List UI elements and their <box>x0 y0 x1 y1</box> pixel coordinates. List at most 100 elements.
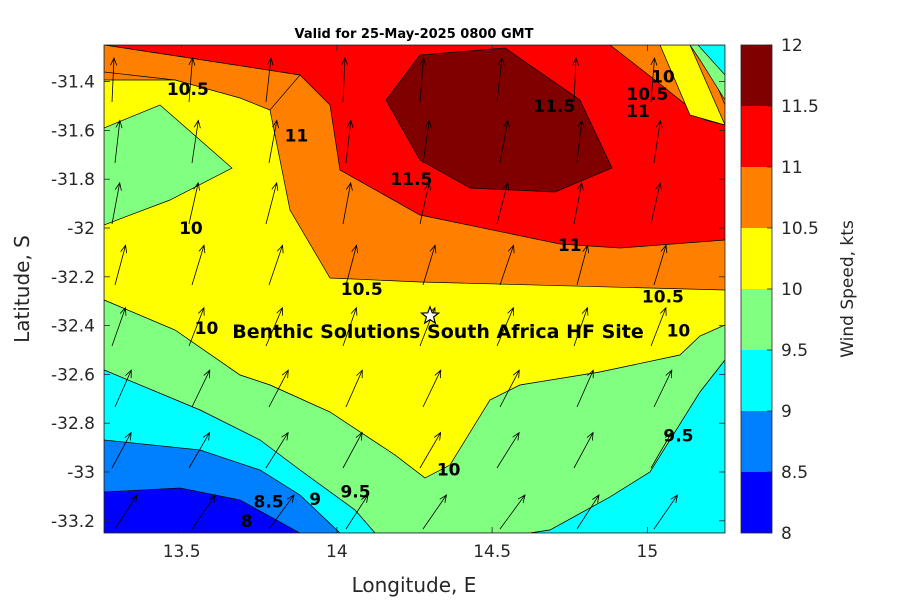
colorbar-tick-label-7: 11.5 <box>781 97 819 117</box>
wind-arrow-1 <box>114 119 123 164</box>
wind-arrow-46 <box>496 431 520 469</box>
x-tick-label-3: 15 <box>637 542 659 562</box>
wind-arrow-60 <box>650 306 667 347</box>
wind-arrow-40 <box>496 56 505 103</box>
wind-arrow-28 <box>342 306 358 347</box>
wind-arrow-10 <box>188 181 201 225</box>
wind-arrow-42 <box>496 181 510 225</box>
wind-arrow-25 <box>345 119 354 164</box>
wind-arrow-24 <box>341 56 349 103</box>
contour-label-14: 10 <box>437 461 461 481</box>
wind-arrow-37 <box>422 369 442 408</box>
wind-arrow-62 <box>650 431 673 469</box>
wind-arrow-8 <box>188 56 196 103</box>
y-tick-label-4: -32.2 <box>51 268 95 288</box>
colorbar-segment-2 <box>741 350 772 411</box>
contour-label-6: 10 <box>651 68 675 88</box>
wind-arrow-19 <box>268 244 284 286</box>
wind-arrow-20 <box>265 306 283 347</box>
colorbar-tick-label-2: 9 <box>781 402 792 422</box>
y-axis: -31.4 -31.6 -31.8 -32 -32.2 -32.4 -32.6 -32.8 -3… <box>51 73 725 532</box>
y-tick-label-9: -33.2 <box>51 512 95 532</box>
wind-arrow-34 <box>419 181 432 225</box>
colorbar-tick-label-6: 11 <box>781 158 803 178</box>
wind-arrow-16 <box>265 56 274 103</box>
wind-arrow-44 <box>496 306 514 347</box>
site-marker-group: Benthic Solutions South Africa HF Site <box>232 305 644 343</box>
wind-arrow-48 <box>572 56 580 103</box>
y-tick-label-8: -33 <box>67 463 95 483</box>
x-tick-label-0: 13.5 <box>163 542 201 562</box>
colorbar-tick-label-1: 8.5 <box>781 463 808 483</box>
y-tick-label-3: -32 <box>67 219 95 239</box>
y-tick-label-7: -32.8 <box>51 414 95 434</box>
wind-arrow-13 <box>191 369 211 408</box>
wind-arrow-57 <box>653 119 663 164</box>
y-axis-label: Latitude, S <box>10 235 34 343</box>
contour-region-9 <box>104 104 233 226</box>
wind-arrow-52 <box>573 306 589 347</box>
wind-arrow-15 <box>191 494 217 530</box>
wind-arrow-29 <box>345 369 363 408</box>
colorbar-segment-3 <box>741 289 772 350</box>
colorbar-tick-label-0: 8 <box>781 524 792 544</box>
wind-arrow-18 <box>265 181 279 225</box>
y-tick-label-5: -32.4 <box>51 317 95 337</box>
wind-arrow-47 <box>499 494 526 530</box>
x-axis-label: Longitude, E <box>352 573 477 597</box>
wind-arrow-4 <box>111 306 127 347</box>
wind-arrow-11 <box>191 244 206 286</box>
contour-label-15: 9.5 <box>340 483 370 503</box>
contour-label-13: 9.5 <box>663 426 693 446</box>
contour-label-5: 10.5 <box>626 85 668 105</box>
wind-arrow-53 <box>576 369 594 408</box>
contour-label-11: 10 <box>195 319 219 339</box>
wind-arrow-49 <box>576 119 585 164</box>
wind-arrow-75 <box>808 245 820 285</box>
site-star-icon <box>419 305 441 325</box>
colorbar-segment-7 <box>741 45 772 106</box>
y-tick-label-6: -32.6 <box>51 365 95 385</box>
contour-label-10: 10.5 <box>642 287 684 307</box>
wind-arrow-43 <box>499 244 515 286</box>
y-tick-label-0: -31.4 <box>51 73 95 93</box>
wind-arrow-21 <box>268 369 289 408</box>
wind-arrow-23 <box>268 494 295 530</box>
wind-arrow-35 <box>422 244 437 286</box>
contour-region-4 <box>659 45 725 126</box>
wind-arrow-2 <box>111 181 122 225</box>
site-label: Benthic Solutions South Africa HF Site <box>232 321 643 343</box>
wind-arrow-31 <box>345 494 369 530</box>
wind-arrow-27 <box>345 244 359 286</box>
plot-frame <box>103 44 726 534</box>
wind-arrow-73 <box>808 120 815 163</box>
contour-label-9: 10.5 <box>341 280 383 300</box>
contour-region-7 <box>697 45 725 76</box>
chart-title: Valid for 25-May-2025 0800 GMT <box>295 27 534 42</box>
wind-arrow-32 <box>419 56 427 103</box>
wind-arrow-45 <box>499 369 520 408</box>
contour-label-1: 11 <box>285 126 309 146</box>
colorbar-segment-6 <box>741 106 772 167</box>
wind-arrow-79 <box>808 495 830 529</box>
wind-arrow-64 <box>728 58 735 102</box>
contour-region-5 <box>689 45 725 126</box>
wind-arrow-33 <box>422 119 432 164</box>
contour-label-2: 11.5 <box>390 170 432 190</box>
colorbar-segment-0 <box>741 472 772 533</box>
contour-label-7: 10 <box>179 219 203 239</box>
wind-arrow-7 <box>114 494 138 530</box>
contour-label-4: 11 <box>626 102 650 122</box>
wind-arrow-6 <box>111 431 132 469</box>
y-tick-label-2: -31.8 <box>51 170 95 190</box>
wind-arrow-9 <box>191 119 201 164</box>
wind-arrow-59 <box>653 244 668 286</box>
wind-arrow-72 <box>804 58 810 102</box>
wind-arrow-66 <box>728 183 740 224</box>
wind-arrow-38 <box>419 431 442 469</box>
contour-label-3: 11.5 <box>533 97 575 117</box>
wind-arrow-77 <box>808 370 824 407</box>
colorbar-tick-label-4: 10 <box>781 280 803 300</box>
